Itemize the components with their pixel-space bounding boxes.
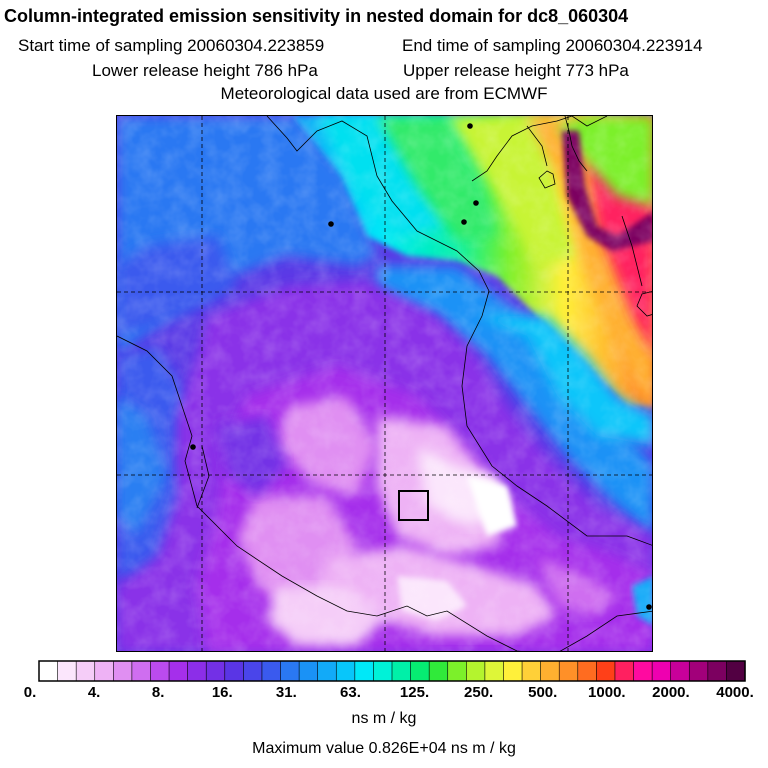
colorbar-swatch — [503, 660, 523, 682]
colorbar-swatch — [466, 660, 486, 682]
colorbar-swatch — [633, 660, 653, 682]
colorbar-swatch — [335, 660, 356, 682]
colorbar-swatch — [261, 660, 282, 682]
colorbar-tick-label: 250. — [464, 684, 494, 701]
colorbar-swatch — [205, 660, 226, 682]
colorbar-swatch — [521, 660, 542, 682]
plot-title: Column-integrated emission sensitivity i… — [4, 6, 629, 26]
sensitivity-map — [116, 115, 653, 652]
colorbar-swatch — [187, 660, 207, 682]
coastlines — [117, 116, 652, 651]
colorbar-border — [38, 660, 746, 682]
colorbar-tick-label: 125. — [399, 684, 430, 701]
met-data-label: Meteorological data used are from ECMWF — [220, 84, 548, 103]
colorbar-swatch — [150, 660, 170, 682]
colorbar-tick-label: 63. — [340, 684, 361, 701]
sensitivity-field — [117, 116, 652, 651]
colorbar-swatch — [298, 660, 319, 682]
colorbar-swatch — [651, 660, 672, 682]
colorbar-swatch — [317, 660, 337, 682]
colorbar-swatch — [447, 660, 467, 682]
colorbar-swatch — [670, 660, 690, 682]
colorbar-swatch — [391, 660, 412, 682]
colorbar-swatch — [596, 660, 616, 682]
colorbar-tick-label: 1000. — [588, 684, 626, 701]
lat-lon-grid — [117, 116, 652, 651]
start-time-label: Start time of sampling 20060304.223859 — [18, 36, 325, 55]
colorbar-swatch — [113, 660, 133, 682]
colorbar-tick-label: 8. — [151, 684, 165, 701]
colorbar-swatch — [484, 660, 505, 682]
colorbar-swatch — [614, 660, 635, 682]
colorbar-tick-label: 500. — [528, 684, 558, 701]
colorbar-swatch — [373, 660, 393, 682]
maximum-value-label: Maximum value 0.826E+04 ns m / kg — [252, 740, 516, 757]
colorbar-swatch — [94, 660, 114, 682]
colorbar-swatch — [577, 660, 597, 682]
colorbar-swatch — [243, 660, 263, 682]
city-markers — [190, 123, 652, 610]
colorbar-tick-label: 4000. — [716, 684, 754, 701]
colorbar-swatch — [75, 660, 96, 682]
colorbar-swatch — [168, 660, 189, 682]
release-location-box — [398, 490, 429, 521]
colorbar-swatch — [354, 660, 375, 682]
colorbar-swatch — [707, 660, 728, 682]
colorbar-units-label: ns m / kg — [351, 710, 417, 727]
colorbar-swatch — [726, 660, 746, 682]
end-time-label: End time of sampling 20060304.223914 — [402, 36, 703, 55]
colorbar-tick-label: 0. — [23, 684, 37, 701]
colorbar-swatch — [280, 660, 300, 682]
colorbar-tick-label: 16. — [211, 684, 233, 701]
colorbar-tick-label: 4. — [87, 684, 101, 701]
colorbar-swatch — [428, 660, 449, 682]
colorbar-swatch — [38, 660, 59, 682]
colorbar-swatch — [558, 660, 579, 682]
colorbar-swatch — [410, 660, 430, 682]
colorbar-swatch — [57, 660, 77, 682]
colorbar-tick-label: 2000. — [652, 684, 690, 701]
colorbar-swatch — [131, 660, 152, 682]
colorbar-swatch — [540, 660, 560, 682]
upper-release-height-label: Upper release height 773 hPa — [403, 61, 629, 80]
colorbar-swatch — [224, 660, 244, 682]
lower-release-height-label: Lower release height 786 hPa — [92, 61, 318, 80]
colorbar-tick-label: 31. — [275, 684, 297, 701]
colorbar-swatch — [688, 660, 709, 682]
colorbar — [38, 660, 746, 687]
colorbar-swatches — [38, 660, 746, 682]
